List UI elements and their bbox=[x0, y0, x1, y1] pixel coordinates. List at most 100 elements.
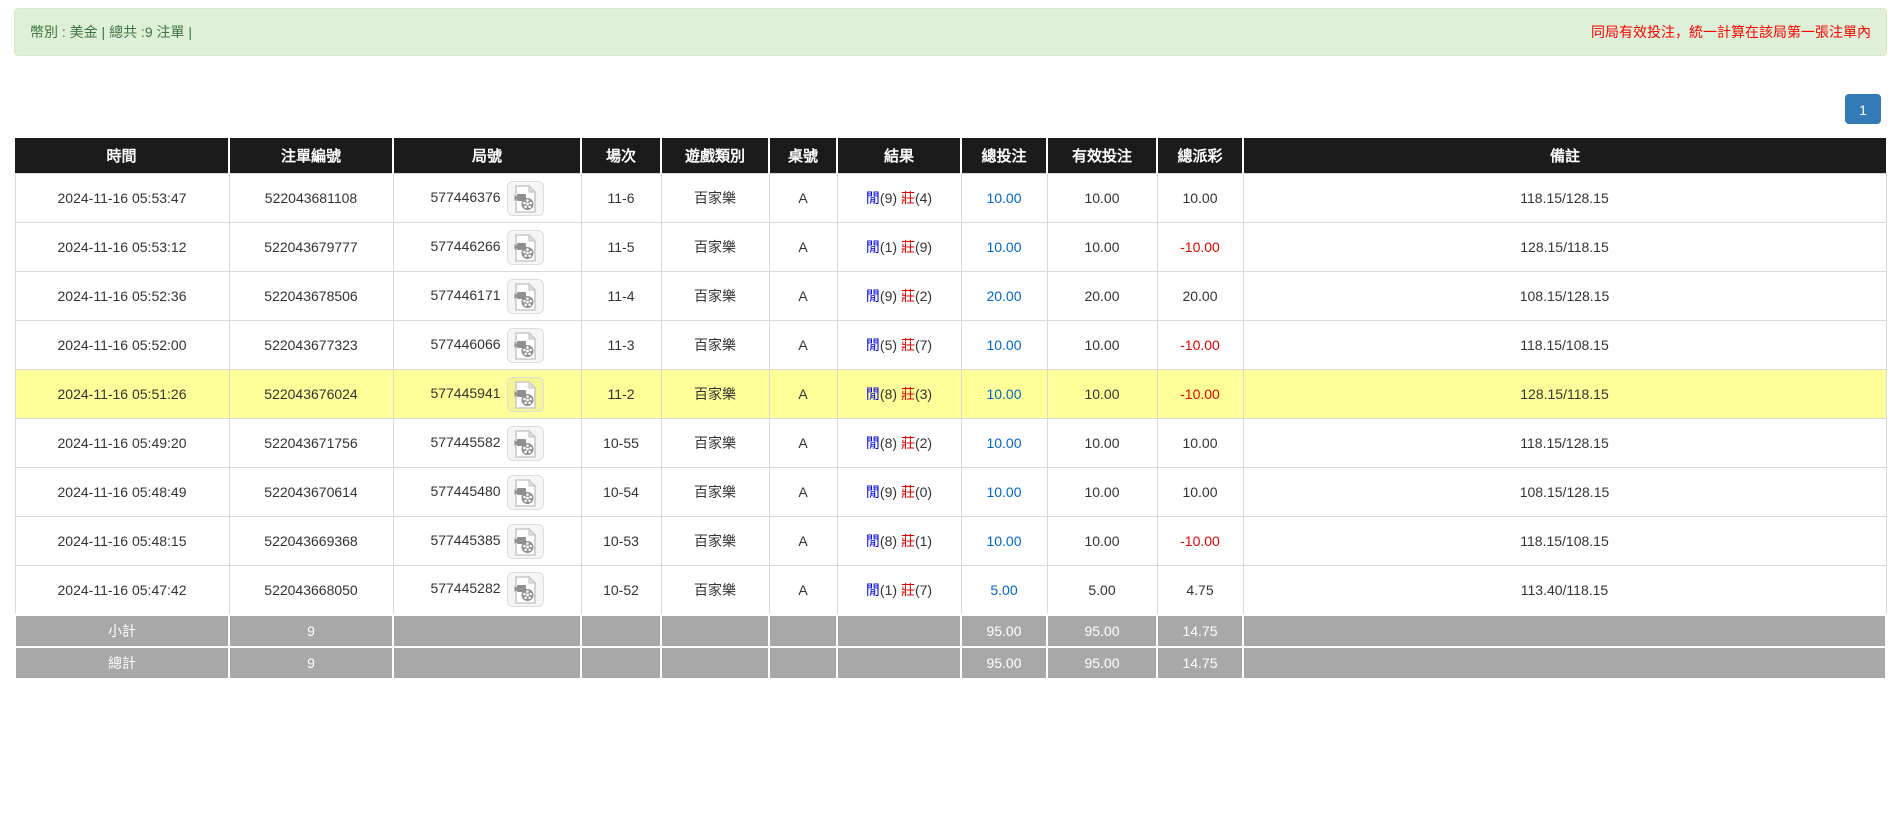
cell-session: 11-2 bbox=[580, 369, 662, 419]
col-header-total-bet: 總投注 bbox=[960, 138, 1047, 174]
cell-game-type: 百家樂 bbox=[660, 222, 770, 272]
round-id-text: 577446171 bbox=[430, 286, 501, 303]
cell-bet-id: 522043677323 bbox=[228, 320, 394, 370]
col-header-payout: 總派彩 bbox=[1156, 138, 1243, 174]
banker-result-score: (7) bbox=[914, 581, 933, 598]
table-row: 2024-11-16 05:51:26 522043676024 577445941… bbox=[14, 369, 1887, 419]
cell-result: 閒(8) 莊(1) bbox=[836, 516, 962, 566]
replay-video-button[interactable] bbox=[506, 425, 544, 461]
cell-payout: 20.00 bbox=[1156, 271, 1244, 321]
cell-time: 2024-11-16 05:52:00 bbox=[14, 320, 230, 370]
cell-payout: 4.75 bbox=[1156, 565, 1244, 615]
replay-video-button[interactable] bbox=[506, 229, 544, 265]
cell-payout: 10.00 bbox=[1156, 418, 1244, 468]
cell-session: 11-4 bbox=[580, 271, 662, 321]
cell-bet-id: 522043669368 bbox=[228, 516, 394, 566]
player-result-score: (8) bbox=[879, 533, 898, 549]
total-bet-link[interactable]: 10.00 bbox=[986, 190, 1022, 206]
player-result-label: 閒 bbox=[865, 484, 880, 500]
video-replay-icon bbox=[514, 527, 537, 556]
col-header-bet-id: 注單編號 bbox=[228, 138, 393, 174]
pagination: 1 bbox=[14, 94, 1887, 124]
total-bet-link[interactable]: 5.00 bbox=[990, 581, 1018, 598]
cell-remark: 118.15/128.15 bbox=[1242, 173, 1887, 223]
cell-payout: 10.00 bbox=[1156, 467, 1244, 517]
video-replay-icon bbox=[514, 478, 537, 507]
col-header-table-no: 桌號 bbox=[768, 138, 837, 174]
payout-value: 10.00 bbox=[1182, 435, 1218, 451]
banker-result-label: 莊 bbox=[900, 337, 915, 353]
total-bet-link[interactable]: 20.00 bbox=[986, 288, 1022, 304]
cell-table-no: A bbox=[768, 565, 838, 615]
cell-game-type: 百家樂 bbox=[660, 271, 770, 321]
cell-session: 10-53 bbox=[580, 516, 662, 566]
player-result-label: 閒 bbox=[865, 288, 880, 304]
page-1-button[interactable]: 1 bbox=[1845, 94, 1881, 124]
table-row: 2024-11-16 05:47:42 522043668050 577445282… bbox=[14, 565, 1887, 615]
summary-valid-bet: 95.00 bbox=[1046, 645, 1158, 680]
cell-remark: 108.15/128.15 bbox=[1242, 467, 1887, 517]
banker-result-score: (2) bbox=[914, 435, 933, 451]
cell-payout: 10.00 bbox=[1156, 173, 1244, 223]
col-header-valid-bet: 有效投注 bbox=[1046, 138, 1157, 174]
total-bet-link[interactable]: 10.00 bbox=[986, 337, 1022, 353]
payout-value: 20.00 bbox=[1182, 288, 1218, 304]
player-result-score: (8) bbox=[879, 435, 898, 451]
video-replay-icon bbox=[514, 331, 537, 360]
cell-bet-id: 522043671756 bbox=[228, 418, 394, 468]
player-result-label: 閒 bbox=[865, 533, 880, 549]
round-id-text: 577445941 bbox=[430, 384, 501, 401]
payout-value: -10.00 bbox=[1180, 337, 1220, 353]
cell-table-no: A bbox=[768, 320, 838, 370]
summary-valid-bet: 95.00 bbox=[1046, 613, 1158, 648]
table-row: 2024-11-16 05:49:20 522043671756 577445582… bbox=[14, 418, 1887, 468]
round-id-text: 577446376 bbox=[430, 188, 501, 205]
cell-time: 2024-11-16 05:52:36 bbox=[14, 271, 230, 321]
total-bet-link[interactable]: 10.00 bbox=[986, 435, 1022, 451]
same-round-note-text: 同局有效投注，統一計算在該局第一張注單內 bbox=[1591, 24, 1871, 40]
round-id-text: 577445385 bbox=[430, 531, 501, 548]
replay-video-button[interactable] bbox=[506, 180, 544, 216]
cell-game-type: 百家樂 bbox=[660, 516, 770, 566]
summary-bar: 幣別 : 美金 | 總共 :9 注單 | 同局有效投注，統一計算在該局第一張注單… bbox=[14, 8, 1887, 56]
cell-remark: 118.15/128.15 bbox=[1242, 418, 1887, 468]
banker-result-score: (9) bbox=[914, 239, 933, 255]
replay-video-button[interactable] bbox=[506, 327, 544, 363]
player-result-score: (9) bbox=[879, 190, 898, 206]
replay-video-button[interactable] bbox=[506, 278, 544, 314]
replay-video-button[interactable] bbox=[506, 474, 544, 510]
total-bet-link[interactable]: 10.00 bbox=[986, 484, 1022, 500]
cell-remark: 108.15/128.15 bbox=[1242, 271, 1887, 321]
cell-round-id: 577446171 bbox=[392, 271, 582, 321]
cell-round-id: 577445282 bbox=[392, 565, 582, 615]
cell-bet-id: 522043676024 bbox=[228, 369, 394, 419]
cell-round-id: 577446066 bbox=[392, 320, 582, 370]
cell-result: 閒(9) 莊(2) bbox=[836, 271, 962, 321]
replay-video-button[interactable] bbox=[506, 572, 544, 608]
cell-bet-id: 522043668050 bbox=[228, 565, 394, 615]
banker-result-score: (4) bbox=[914, 190, 933, 206]
replay-video-button[interactable] bbox=[506, 523, 544, 559]
cell-result: 閒(8) 莊(2) bbox=[836, 418, 962, 468]
bet-records-table: 時間 注單編號 局號 場次 遊戲類別 桌號 結果 總投注 有效投注 總派彩 備註… bbox=[14, 138, 1887, 680]
cell-bet-id: 522043679777 bbox=[228, 222, 394, 272]
player-result-score: (8) bbox=[879, 386, 898, 402]
summary-count: 9 bbox=[228, 645, 394, 680]
payout-value: -10.00 bbox=[1180, 239, 1220, 255]
cell-session: 10-55 bbox=[580, 418, 662, 468]
cell-bet-id: 522043681108 bbox=[228, 173, 394, 223]
cell-time: 2024-11-16 05:53:47 bbox=[14, 173, 230, 223]
video-replay-icon bbox=[514, 233, 537, 262]
cell-game-type: 百家樂 bbox=[660, 320, 770, 370]
banker-result-label: 莊 bbox=[900, 386, 915, 402]
cell-total-bet: 10.00 bbox=[960, 173, 1048, 223]
total-bet-link[interactable]: 10.00 bbox=[986, 386, 1022, 402]
cell-remark: 128.15/118.15 bbox=[1242, 369, 1887, 419]
summary-label: 小計 bbox=[14, 613, 230, 648]
col-header-session: 場次 bbox=[580, 138, 661, 174]
cell-remark: 118.15/108.15 bbox=[1242, 516, 1887, 566]
total-bet-link[interactable]: 10.00 bbox=[986, 533, 1022, 549]
total-bet-link[interactable]: 10.00 bbox=[986, 239, 1022, 255]
round-id-text: 577446066 bbox=[430, 335, 501, 352]
replay-video-button[interactable] bbox=[506, 376, 544, 412]
